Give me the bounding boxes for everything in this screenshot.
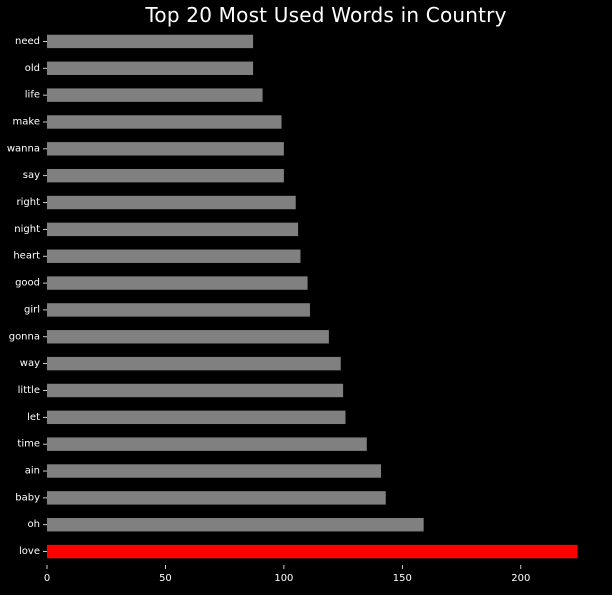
x-tick-label: 150 [393, 573, 412, 584]
bar-right [47, 195, 296, 210]
x-tick-label: 50 [159, 573, 172, 584]
y-tick-label: old [25, 63, 40, 74]
bar-time [47, 437, 367, 451]
y-axis: love oh baby ain time let little way gonna girl go… [7, 36, 47, 557]
y-tick-label: good [15, 278, 40, 289]
bar-say [47, 168, 284, 183]
bar-good [47, 276, 308, 290]
y-tick-label: way [20, 358, 40, 369]
y-tick-label: oh [28, 519, 40, 530]
x-tick-label: 100 [274, 573, 293, 584]
bars-group [47, 34, 578, 559]
x-tick-label: 200 [511, 573, 530, 584]
y-tick-label: right [17, 197, 41, 208]
y-tick-label: girl [24, 304, 40, 315]
bar-old [47, 61, 254, 75]
chart-title: Top 20 Most Used Words in Country [145, 3, 507, 27]
bar-gonna [47, 330, 329, 344]
y-tick-label: little [18, 385, 40, 396]
bar-oh [47, 518, 424, 532]
y-tick-label: make [13, 116, 40, 127]
x-axis: 0 50 100 150 200 [44, 565, 530, 584]
bar-heart [47, 249, 301, 263]
bar-night [47, 222, 299, 237]
bar-little [47, 383, 344, 398]
y-tick-label: ain [25, 466, 40, 477]
bar-life [47, 88, 263, 102]
y-tick-label: wanna [7, 143, 40, 154]
y-tick-label: night [14, 224, 40, 235]
y-tick-label: love [19, 546, 40, 557]
bar-need [47, 34, 254, 49]
y-tick-label: gonna [9, 331, 40, 342]
bar-way [47, 356, 341, 371]
x-tick-label: 0 [44, 573, 50, 584]
y-tick-label: heart [13, 251, 40, 262]
y-tick-label: say [23, 170, 40, 181]
y-tick-label: time [17, 439, 40, 450]
bar-let [47, 410, 346, 425]
y-tick-label: baby [15, 492, 40, 503]
bar-make [47, 115, 282, 129]
bar-wanna [47, 142, 284, 156]
y-tick-label: let [27, 412, 40, 423]
bar-love [47, 544, 578, 559]
y-tick-label: life [25, 90, 40, 101]
bar-ain [47, 464, 382, 478]
bar-baby [47, 491, 386, 505]
y-tick-label: need [15, 36, 40, 47]
bar-girl [47, 303, 310, 317]
